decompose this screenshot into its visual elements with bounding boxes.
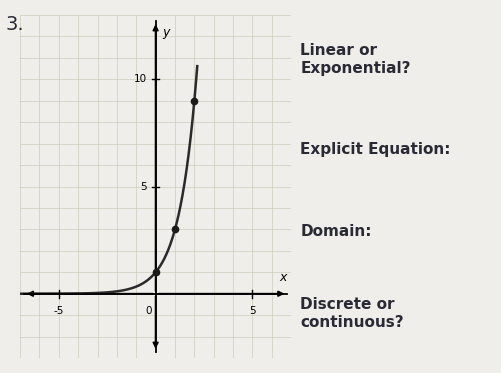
- Text: Discrete or
continuous?: Discrete or continuous?: [300, 297, 403, 330]
- Text: 10: 10: [133, 74, 147, 84]
- Text: 3.: 3.: [5, 15, 24, 34]
- Text: Linear or
Exponential?: Linear or Exponential?: [300, 43, 410, 76]
- Text: -5: -5: [54, 305, 64, 316]
- Text: x: x: [279, 271, 287, 284]
- Text: y: y: [162, 26, 169, 39]
- Text: 5: 5: [140, 182, 147, 191]
- Text: 5: 5: [248, 305, 255, 316]
- Text: 0: 0: [145, 305, 152, 316]
- Text: Explicit Equation:: Explicit Equation:: [300, 142, 450, 157]
- Text: Domain:: Domain:: [300, 224, 371, 239]
